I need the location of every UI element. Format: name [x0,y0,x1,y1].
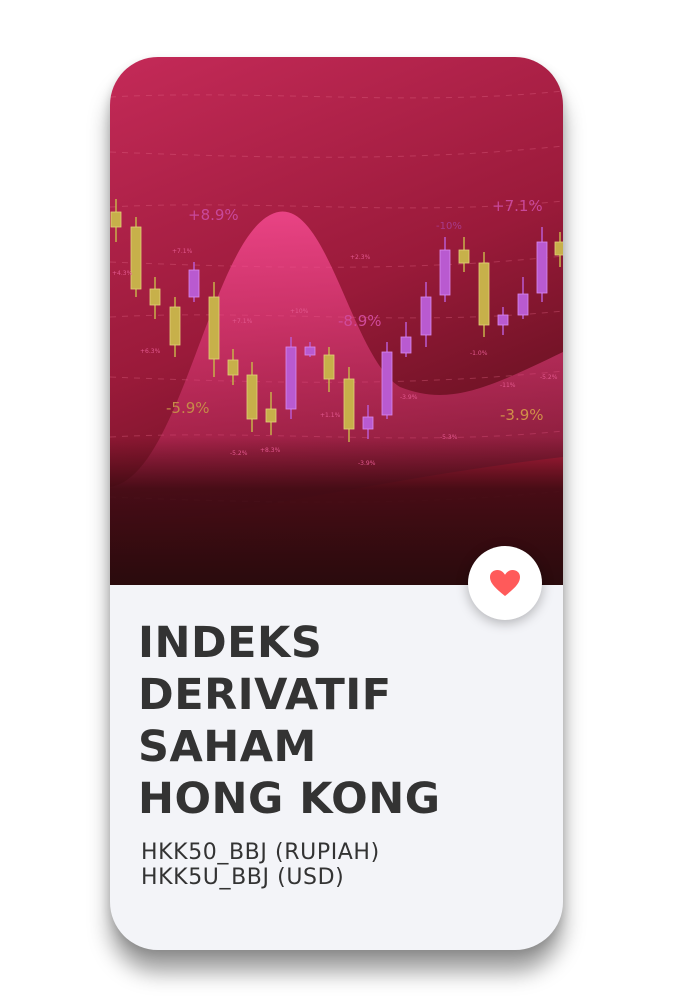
chart-percent-label-small: -1.0% [470,350,488,357]
candle-body [478,262,490,326]
card-title: INDEKS DERIVATIF SAHAM HONG KONG [138,617,548,825]
candle-body [110,211,122,228]
chart-percent-label-small: -5.2% [230,450,248,457]
hero-chart-image: +8.9% +7.1% -8.9% -5.9% -3.9% -10% +4.3% +7.1% +… [110,57,563,585]
candle-body [343,378,355,430]
grid-line [110,200,563,209]
chart-percent-label: -10% [436,221,462,232]
candle-body [420,296,432,336]
grid-line [110,255,563,268]
chart-percent-label-small: +7.1% [172,248,193,255]
candle-body [149,288,161,306]
candle-body [458,249,470,264]
favorite-button[interactable] [468,546,542,620]
chart-percent-label-small: +7.1% [232,318,253,325]
chart-percent-label: +8.9% [188,206,239,224]
title-line-4: HONG KONG [138,774,441,824]
chart-percent-label-small: +6.3% [140,348,161,355]
candle-body [265,408,277,423]
candle-body [439,249,451,296]
ticker-codes: HKK50_BBJ (RUPIAH) HKK5U_BBJ (USD) [141,840,551,890]
candle-body [554,241,563,256]
product-card[interactable]: +8.9% +7.1% -8.9% -5.9% -3.9% -10% +4.3% +7.1% +… [110,57,563,950]
chart-percent-label-small: -5.3% [440,434,458,441]
chart-percent-label-small: +4.3% [112,270,133,277]
chart-percent-label-small: -3.9% [358,460,376,467]
chart-percent-label-small: +1.1% [320,412,341,419]
grid-line [110,370,563,383]
candle-body [246,374,258,420]
candle-body [285,346,297,410]
chart-percent-label-small: +8.3% [260,447,281,454]
candle-body [381,351,393,416]
chart-percent-label: -5.9% [166,399,210,417]
candle-body [536,241,548,294]
candle-body [188,269,200,298]
candlestick-background-illustration: +8.9% +7.1% -8.9% -5.9% -3.9% -10% +4.3% +7.1% +… [110,57,563,585]
chart-percent-label: -8.9% [338,312,382,330]
title-line-1: INDEKS [138,618,323,668]
chart-percent-label: -3.9% [500,406,544,424]
title-line-2: DERIVATIF [138,670,392,720]
title-line-3: SAHAM [138,722,317,772]
grid-line [110,90,563,99]
ticker-code-usd: HKK5U_BBJ (USD) [141,865,345,890]
candle-body [130,226,142,290]
ticker-code-rupiah: HKK50_BBJ (RUPIAH) [141,840,380,865]
candle-body [304,346,316,356]
candle-body [497,314,509,326]
candle-body [362,416,374,430]
heart-icon [490,570,520,596]
chart-percent-label: +7.1% [492,197,543,215]
chart-percent-label-small: +2.3% [350,254,371,261]
chart-percent-label-small: +10% [290,308,309,315]
chart-percent-label-small: -11% [500,382,516,389]
chart-percent-label-small: -3.9% [400,394,418,401]
candle-body [323,354,335,380]
candle-body [227,359,239,376]
candle-body [169,306,181,346]
chart-percent-label-small: -5.2% [540,374,558,381]
candle-body [400,336,412,354]
candle-body [517,293,529,316]
grid-line [110,145,563,158]
candle-body [208,296,220,360]
